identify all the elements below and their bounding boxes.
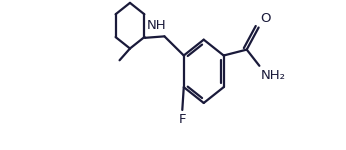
Text: F: F — [179, 113, 186, 126]
Text: NH₂: NH₂ — [261, 69, 286, 82]
Text: NH: NH — [147, 19, 166, 32]
Text: O: O — [260, 12, 271, 25]
